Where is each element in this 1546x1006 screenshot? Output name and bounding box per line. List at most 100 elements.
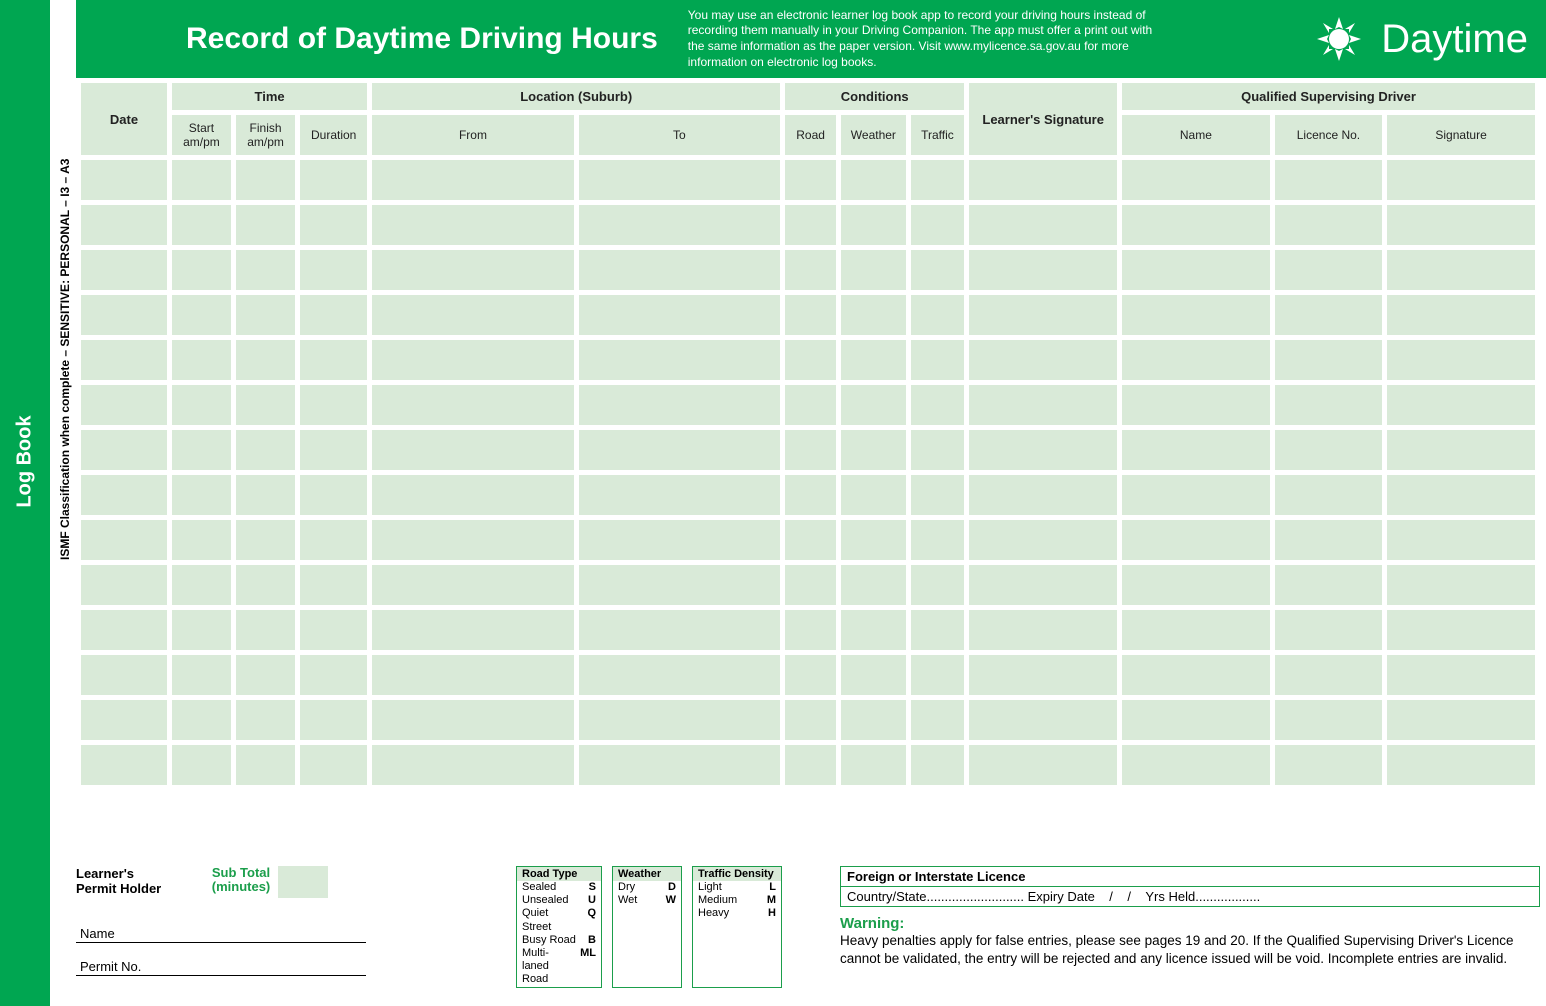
table-cell[interactable] [81, 205, 167, 245]
table-cell[interactable] [1387, 340, 1535, 380]
table-cell[interactable] [300, 205, 367, 245]
table-cell[interactable] [1122, 475, 1270, 515]
table-cell[interactable] [1275, 655, 1382, 695]
table-cell[interactable] [81, 250, 167, 290]
table-cell[interactable] [81, 745, 167, 785]
table-cell[interactable] [81, 565, 167, 605]
table-cell[interactable] [1122, 430, 1270, 470]
table-cell[interactable] [785, 340, 836, 380]
table-cell[interactable] [579, 205, 780, 245]
table-cell[interactable] [1387, 520, 1535, 560]
table-cell[interactable] [841, 610, 905, 650]
table-cell[interactable] [372, 700, 573, 740]
table-cell[interactable] [81, 385, 167, 425]
name-field[interactable]: Name [76, 924, 366, 943]
table-cell[interactable] [969, 475, 1117, 515]
table-cell[interactable] [1387, 295, 1535, 335]
table-cell[interactable] [236, 610, 295, 650]
table-cell[interactable] [236, 250, 295, 290]
table-cell[interactable] [300, 565, 367, 605]
table-cell[interactable] [300, 700, 367, 740]
table-cell[interactable] [911, 475, 965, 515]
table-cell[interactable] [81, 610, 167, 650]
table-cell[interactable] [236, 340, 295, 380]
table-cell[interactable] [841, 160, 905, 200]
table-cell[interactable] [372, 340, 573, 380]
table-cell[interactable] [911, 430, 965, 470]
table-cell[interactable] [172, 655, 231, 695]
table-cell[interactable] [841, 205, 905, 245]
table-cell[interactable] [911, 565, 965, 605]
table-cell[interactable] [1122, 520, 1270, 560]
table-cell[interactable] [579, 385, 780, 425]
table-cell[interactable] [841, 385, 905, 425]
table-cell[interactable] [579, 745, 780, 785]
table-cell[interactable] [969, 340, 1117, 380]
table-cell[interactable] [236, 700, 295, 740]
table-cell[interactable] [81, 160, 167, 200]
table-cell[interactable] [1387, 160, 1535, 200]
table-cell[interactable] [1387, 655, 1535, 695]
table-cell[interactable] [372, 205, 573, 245]
table-cell[interactable] [969, 385, 1117, 425]
table-cell[interactable] [236, 520, 295, 560]
table-cell[interactable] [236, 205, 295, 245]
table-cell[interactable] [81, 430, 167, 470]
table-cell[interactable] [300, 385, 367, 425]
table-cell[interactable] [1122, 565, 1270, 605]
table-cell[interactable] [172, 430, 231, 470]
table-cell[interactable] [841, 475, 905, 515]
subtotal-box[interactable] [278, 866, 328, 898]
table-cell[interactable] [911, 385, 965, 425]
table-cell[interactable] [785, 205, 836, 245]
table-cell[interactable] [841, 250, 905, 290]
table-cell[interactable] [236, 295, 295, 335]
table-cell[interactable] [1387, 430, 1535, 470]
table-cell[interactable] [1122, 295, 1270, 335]
table-cell[interactable] [1122, 250, 1270, 290]
table-cell[interactable] [372, 295, 573, 335]
table-cell[interactable] [579, 160, 780, 200]
table-cell[interactable] [969, 295, 1117, 335]
table-cell[interactable] [81, 655, 167, 695]
table-cell[interactable] [1122, 385, 1270, 425]
table-cell[interactable] [172, 385, 231, 425]
table-cell[interactable] [841, 340, 905, 380]
table-cell[interactable] [785, 700, 836, 740]
table-cell[interactable] [372, 475, 573, 515]
table-cell[interactable] [1275, 475, 1382, 515]
table-cell[interactable] [1387, 610, 1535, 650]
table-cell[interactable] [1275, 565, 1382, 605]
table-cell[interactable] [841, 745, 905, 785]
table-cell[interactable] [372, 745, 573, 785]
table-cell[interactable] [236, 475, 295, 515]
table-cell[interactable] [172, 520, 231, 560]
table-cell[interactable] [81, 475, 167, 515]
table-cell[interactable] [785, 430, 836, 470]
table-cell[interactable] [1122, 160, 1270, 200]
table-cell[interactable] [172, 475, 231, 515]
table-cell[interactable] [300, 250, 367, 290]
table-cell[interactable] [172, 700, 231, 740]
table-cell[interactable] [841, 655, 905, 695]
table-cell[interactable] [372, 250, 573, 290]
table-cell[interactable] [372, 430, 573, 470]
table-cell[interactable] [1275, 340, 1382, 380]
table-cell[interactable] [172, 250, 231, 290]
table-cell[interactable] [81, 295, 167, 335]
table-cell[interactable] [911, 655, 965, 695]
table-cell[interactable] [1275, 295, 1382, 335]
table-cell[interactable] [969, 250, 1117, 290]
table-cell[interactable] [579, 700, 780, 740]
table-cell[interactable] [300, 745, 367, 785]
table-cell[interactable] [841, 520, 905, 560]
table-cell[interactable] [1275, 250, 1382, 290]
table-cell[interactable] [911, 340, 965, 380]
table-cell[interactable] [1122, 655, 1270, 695]
table-cell[interactable] [1122, 700, 1270, 740]
table-cell[interactable] [81, 520, 167, 560]
table-cell[interactable] [172, 205, 231, 245]
table-cell[interactable] [172, 745, 231, 785]
table-cell[interactable] [1387, 475, 1535, 515]
table-cell[interactable] [841, 430, 905, 470]
